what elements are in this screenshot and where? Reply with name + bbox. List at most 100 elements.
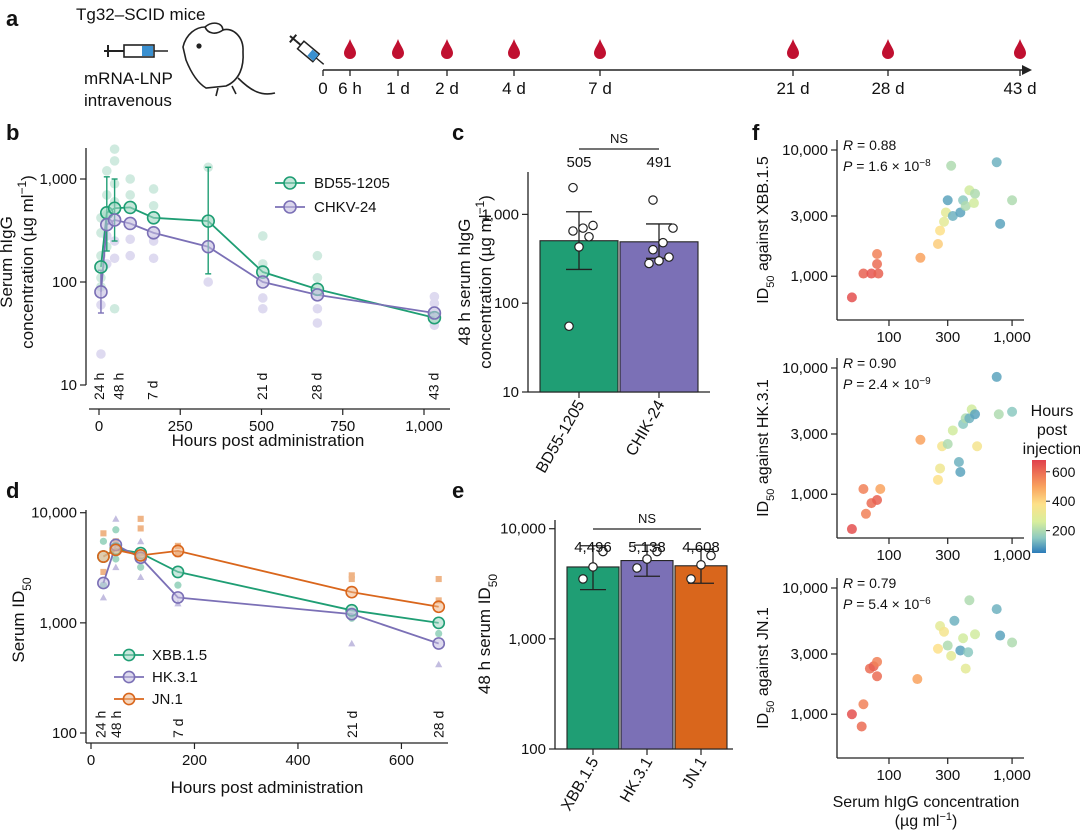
timeline-label: 2 d [435,79,459,98]
panel-a: a Tg32–SCID mice mRNA-LNP intravenous [6,5,1037,110]
mice-label: Tg32–SCID mice [76,5,205,24]
mean-point-CHKV-24 [427,306,442,320]
x-tick-label: 400 [285,752,310,769]
individual-point [137,515,144,522]
y-axis-label-part: 50 [20,577,34,591]
y-axis-label-part: ID [755,501,772,517]
y-tick-label: 3,000 [790,646,828,663]
panel-e-label: e [452,478,464,503]
mean-point-JN.1 [171,544,185,558]
p-exponent: −8 [919,158,931,169]
bar-value-label: 505 [566,154,591,171]
x-axis-label: Serum hIgG concentration [833,794,1020,811]
y-axis-label: concentration (µg ml−1) [473,195,495,369]
scatter-point [846,292,857,303]
mean-point-HK.3.1 [97,576,110,590]
time-point-label: 24 h [92,711,108,738]
individual-point [96,349,106,359]
r-value: = 0.90 [853,355,896,371]
scatter-point [970,629,981,640]
data-point [574,242,584,252]
individual-point [203,277,213,287]
scatter-point [935,463,946,474]
y-axis-label: 48 h serum hIgG [455,219,474,346]
y-tick-label: 100 [521,741,546,758]
blood-drop-icon [787,39,799,59]
blood-drop-icon [882,39,894,59]
bar-CHIK-24 [619,241,699,393]
x-tick-label: 300 [935,329,960,346]
bar-value-label: 5,138 [628,539,666,556]
mean-point-JN.1 [134,548,148,562]
data-point [644,258,654,269]
scatter-point [866,268,877,279]
x-axis-label-part: (µg ml [895,813,940,830]
individual-point [348,572,355,579]
individual-point [109,156,120,166]
p-value: = 2.4 × 10 [852,376,919,392]
scatter-point [964,595,975,606]
individual-point [112,563,120,571]
data-point [568,226,578,236]
scatter-point [858,484,869,495]
time-point-label: 28 d [308,373,324,400]
individual-point [100,530,107,537]
r-symbol: R [843,137,853,153]
scatter-point [955,645,966,656]
bar-value-label: 491 [646,154,671,171]
scatter-point [970,409,981,420]
syringe-icon [289,34,325,65]
p-statistic: P = 5.4 × 10−6 [843,596,931,613]
scatter-point [846,709,857,720]
x-tick-label: 300 [935,547,960,564]
time-point-label: 24 h [91,373,107,400]
scatter-point [993,409,1004,420]
scatter-point [939,626,950,637]
y-axis-label-part: −1 [473,200,487,214]
individual-point [109,303,120,314]
data-point [584,231,594,242]
y-tick-label: 10,000 [782,360,828,377]
scatter-point [932,239,943,250]
individual-point [112,555,120,563]
y-tick-label: 10,000 [31,505,77,522]
p-value: = 1.6 × 10 [852,158,919,174]
category-label: XBB.1.5 [558,754,602,813]
scatter-point [946,160,957,171]
y-axis-label-part: 50 [765,489,777,501]
y-axis-label: ID50 against HK.3.1 [755,379,777,517]
colorbar-title: injection [1023,441,1080,458]
route-label-2: intravenous [84,91,172,110]
scatter-point [947,425,958,436]
individual-point [435,660,443,668]
y-axis-label-part: 50 [765,275,777,287]
p-symbol: P [843,376,853,392]
legend-label: HK.3.1 [152,669,198,686]
y-axis-label-part: against JN.1 [755,607,772,700]
blood-drop-icon [344,39,356,59]
panel-b-label: b [6,120,19,145]
bar-HK.3.1 [620,560,674,750]
legend-marker [283,176,297,190]
x-tick-label: 200 [182,752,207,769]
scatter-point [846,524,857,535]
individual-point [312,303,323,314]
y-axis-label-part: ID [755,288,772,304]
mean-point-XBB.1.5 [171,565,185,579]
time-point-label: 28 d [431,711,447,738]
r-symbol: R [843,355,853,371]
y-tick-label: 10 [502,384,519,401]
legend-label: XBB.1.5 [152,647,207,664]
timeline-label: 28 d [871,79,904,98]
x-tick-label: 1,000 [993,767,1031,784]
y-tick-label: 10,000 [782,142,828,159]
scatter-point [953,457,964,468]
mean-point-JN.1 [109,543,123,557]
data-point [578,223,588,233]
scatter-point [991,371,1002,382]
time-point-label: 48 h [108,711,124,738]
mean-point-CHKV-24 [94,285,108,299]
mean-point-JN.1 [345,585,359,599]
y-axis-label-part: 48 h serum hIgG [455,219,474,346]
